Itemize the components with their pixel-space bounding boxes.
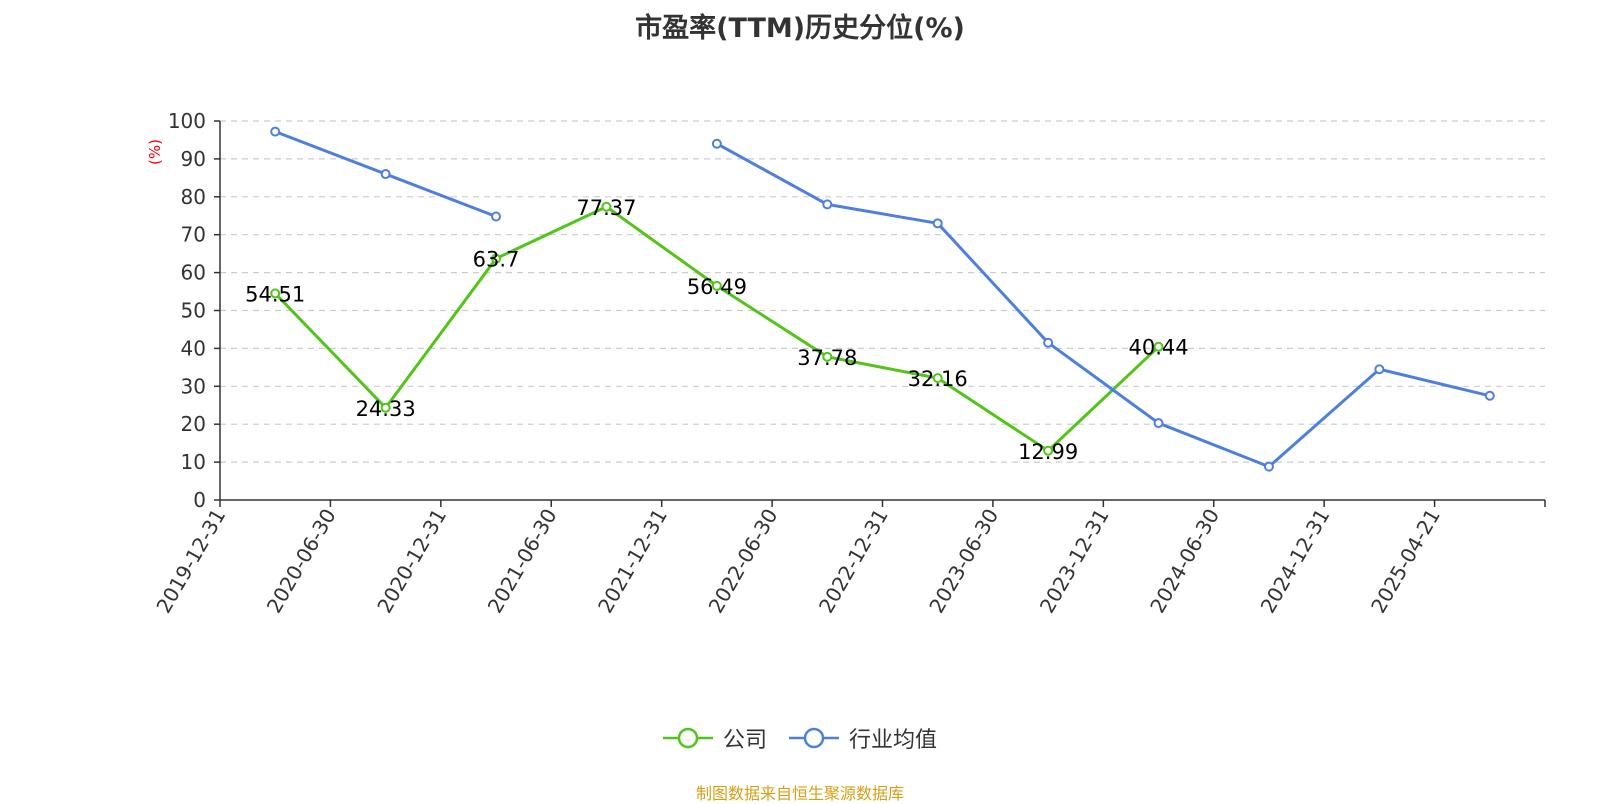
y-tick-label: 80 [181,185,206,209]
data-point-industry [1374,364,1385,375]
x-tick-label: 2023-12-31 [1035,505,1114,618]
data-label-company: 37.78 [797,346,857,370]
data-label-company: 54.51 [245,282,305,306]
x-tick-label: 2022-06-30 [704,505,783,618]
data-label-company: 32.16 [908,367,968,391]
data-label-company: 40.44 [1128,336,1188,360]
y-tick-label: 0 [193,488,206,512]
data-point-company [601,201,612,212]
data-label-company: 77.37 [576,196,636,220]
x-tick-label: 2025-04-21 [1366,505,1445,618]
data-point-company [1153,341,1164,352]
x-tick-label: 2020-12-31 [372,505,451,618]
data-point-industry [270,126,281,137]
legend-item-company[interactable]: 公司 [662,722,767,754]
y-tick-label: 100 [168,109,206,133]
data-point-company [270,288,281,299]
y-tick-label: 50 [181,299,206,323]
data-point-company [1043,445,1054,456]
y-tick-label: 70 [181,223,206,247]
legend-line-icon [662,727,713,749]
y-tick-label: 10 [181,450,206,474]
data-labels: 54.51 24.33 63.7 77.37 56.49 37.78 32.16 12.99 4… [245,196,1188,464]
source-note: 制图数据来自恒生聚源数据库 [695,784,904,803]
data-point-industry [822,199,833,210]
data-point-industry [1263,461,1274,472]
data-point-company [932,373,943,384]
data-point-industry [1484,390,1495,401]
data-point-industry [380,169,391,180]
y-axis-label: (%) [146,139,164,165]
legend-item-industry[interactable]: 行业均值 [789,722,937,754]
x-tick-label: 2023-06-30 [924,505,1003,618]
legend: 公司 行业均值 [0,722,1600,754]
y-tick-label: 90 [181,147,206,171]
series-line-industry [716,142,1491,469]
series-points [270,126,1495,472]
data-point-company [491,253,502,264]
legend-label-industry: 行业均值 [849,728,938,753]
data-point-industry [491,211,502,222]
data-point-company [822,351,833,362]
data-point-industry [711,138,722,149]
y-tick-label: 20 [181,412,206,436]
legend-label-company: 公司 [722,728,767,753]
series-lines [274,130,1491,469]
y-tick-label: 60 [181,261,206,285]
data-point-industry [932,218,943,229]
grid-lines [220,120,1545,463]
legend-line-icon [789,727,839,749]
x-tick-label: 2019-12-31 [151,505,230,618]
data-label-company: 56.49 [687,275,747,299]
y-tick-label: 40 [181,336,206,360]
x-tick-label: 2020-06-30 [262,505,341,618]
data-label-company: 12.99 [1018,440,1078,464]
chart-title: 市盈率(TTM)历史分位(%) [635,13,965,44]
x-tick-label: 2021-06-30 [483,505,562,618]
x-tick-label: 2024-12-31 [1256,505,1335,618]
y-tick-label: 30 [181,374,206,398]
data-point-industry [1043,337,1054,348]
data-label-company: 24.33 [356,397,416,421]
x-tick-label: 2022-12-31 [814,505,893,618]
data-label-company: 63.7 [473,248,520,272]
x-tick-label: 2024-06-30 [1145,505,1224,618]
x-tick-label: 2021-12-31 [593,505,672,618]
data-point-company [711,280,722,291]
data-point-company [380,402,391,413]
data-point-industry [1153,418,1164,429]
